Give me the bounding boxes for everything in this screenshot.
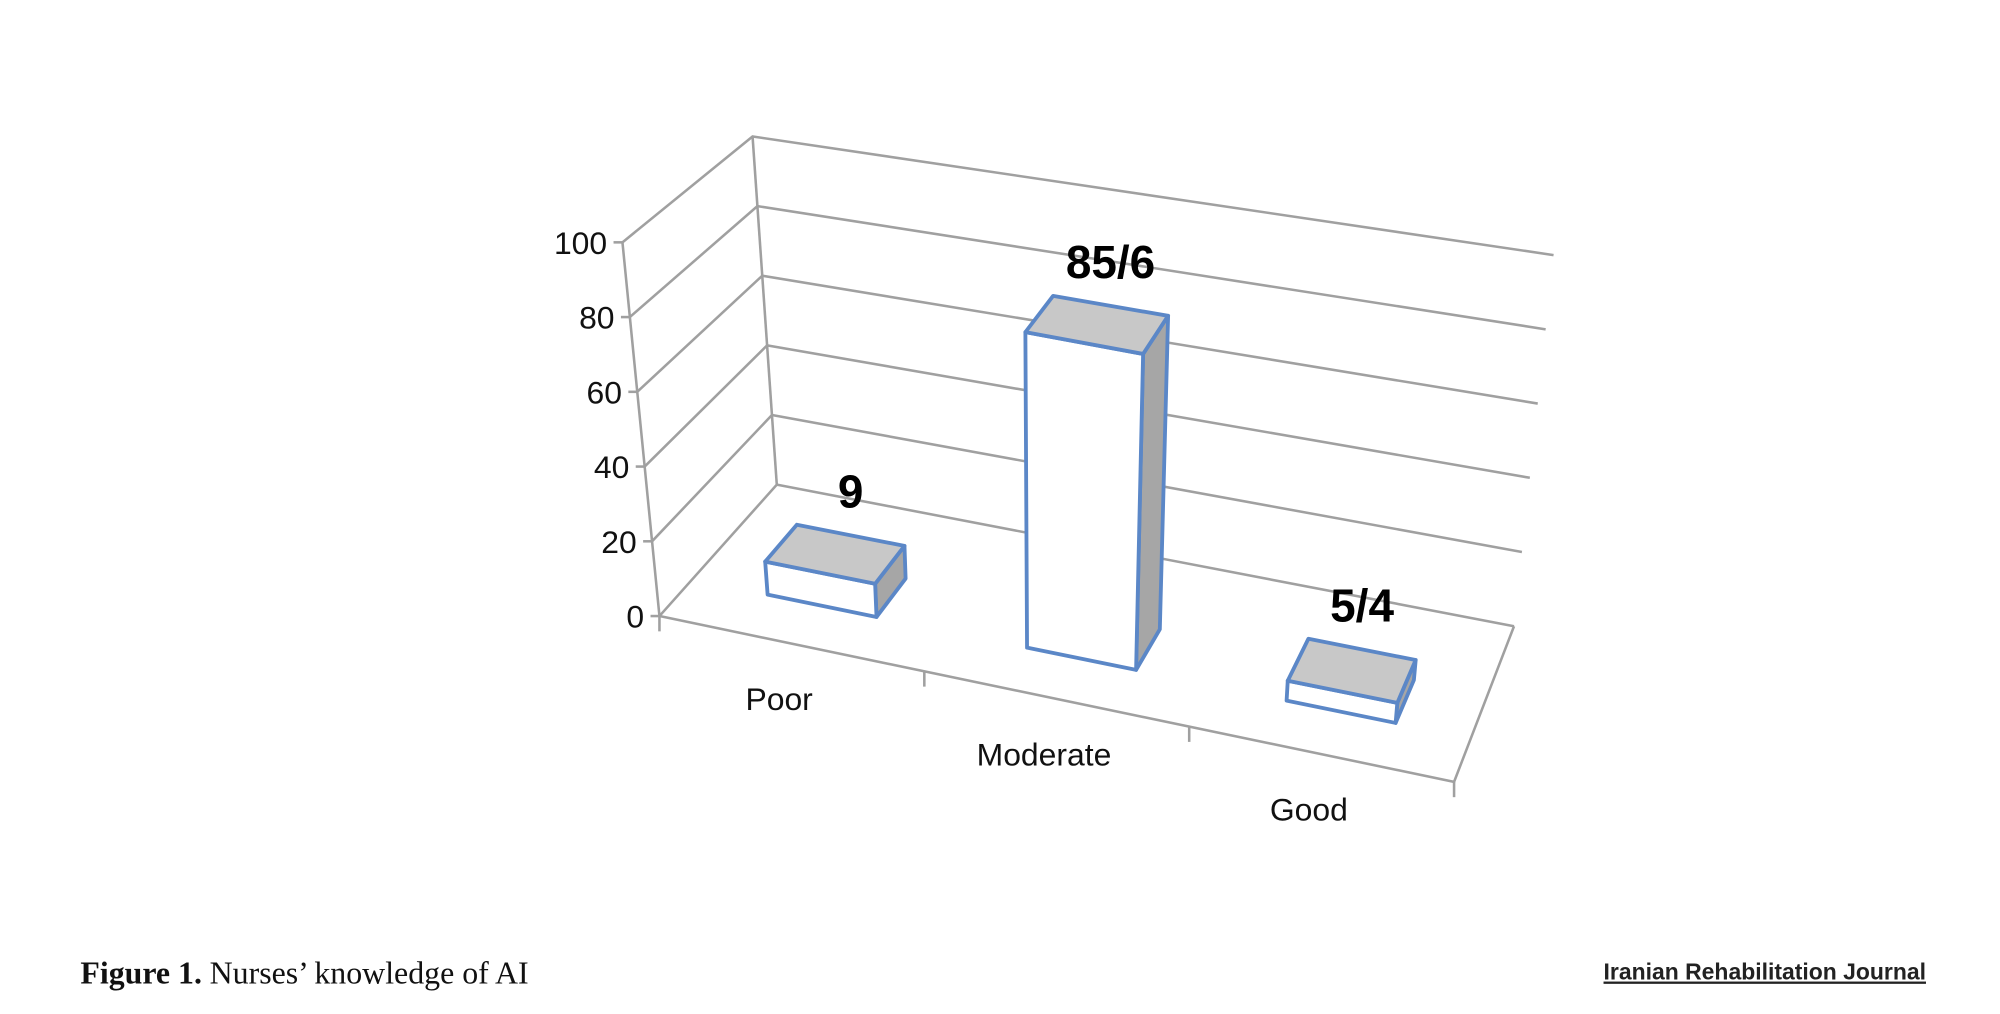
y-tick-label: 60 [586, 374, 621, 410]
x-tick-label: Moderate [977, 736, 1112, 772]
bar-front [1023, 330, 1146, 672]
y-tick-label: 80 [579, 300, 614, 336]
value-label: 9 [838, 465, 864, 517]
back-edge [751, 136, 779, 485]
y-tick-label: 20 [601, 524, 636, 560]
caption: Figure 1. Nurses’ knowledge of AI [80, 955, 528, 990]
bar-top [1023, 293, 1171, 356]
caption-text: Nurses’ knowledge of AI [210, 955, 529, 990]
caption-label: Figure 1. [80, 955, 202, 990]
x-tick-label: Poor [745, 681, 813, 717]
x-tick-label: Good [1270, 792, 1348, 828]
y-tick-label: 0 [626, 599, 644, 635]
journal-logo: Iranian Rehabilitation Journal [1604, 959, 1926, 985]
bar-top [763, 522, 907, 586]
value-label: 85/6 [1066, 236, 1155, 288]
y-tick-label: 100 [554, 225, 607, 261]
bar-top [1285, 636, 1418, 705]
y-tick-label: 40 [594, 449, 629, 485]
y-axis [621, 242, 661, 617]
value-label: 5/4 [1330, 579, 1394, 631]
